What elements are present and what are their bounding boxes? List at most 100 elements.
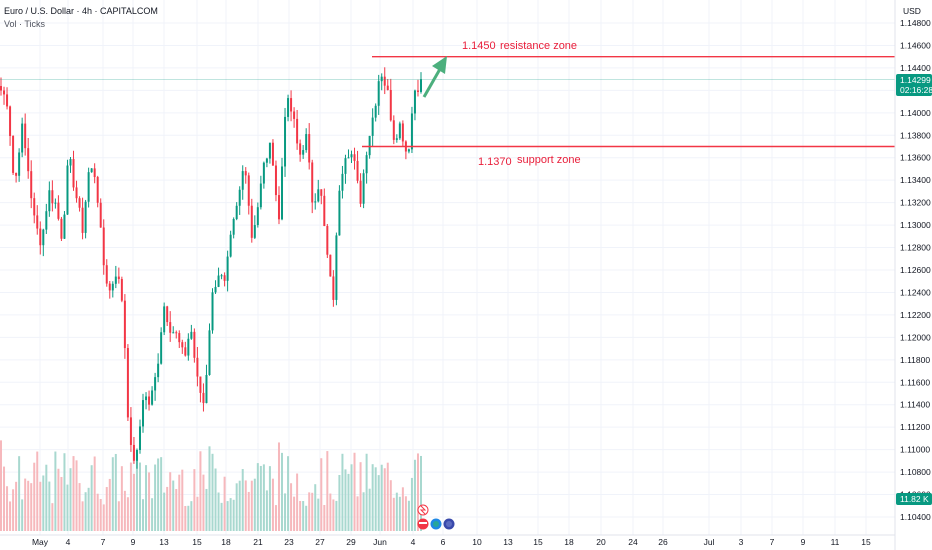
volume-bar bbox=[326, 451, 329, 531]
candles[interactable] bbox=[0, 67, 422, 469]
candle-body bbox=[0, 86, 2, 91]
price-tick-label: 1.14400 bbox=[900, 63, 931, 73]
volume-bar bbox=[214, 468, 217, 531]
time-tick-label: 13 bbox=[503, 537, 513, 547]
volume-bar bbox=[220, 502, 223, 531]
volume-bar bbox=[320, 458, 323, 531]
support-zone-label: support zone bbox=[517, 154, 581, 166]
candle-body bbox=[407, 149, 410, 152]
volume-bar bbox=[305, 505, 308, 531]
candle-body bbox=[12, 135, 15, 173]
time-tick-label: 15 bbox=[861, 537, 871, 547]
candle-body bbox=[374, 105, 377, 118]
candle-body bbox=[196, 357, 199, 377]
candle-body bbox=[320, 189, 323, 196]
candle-body bbox=[169, 322, 172, 333]
candle-body bbox=[87, 172, 90, 202]
candle-body bbox=[398, 123, 401, 139]
volume-bar bbox=[199, 451, 202, 531]
candle-body bbox=[96, 177, 99, 203]
volume-bar bbox=[338, 474, 341, 531]
time-tick-label: 20 bbox=[596, 537, 606, 547]
price-tick-label: 1.11000 bbox=[900, 445, 930, 455]
volume-bar bbox=[87, 487, 90, 531]
volume-bar bbox=[284, 493, 287, 531]
volume-bar bbox=[120, 466, 123, 531]
price-tick-label: 1.13000 bbox=[900, 220, 931, 230]
candle-body bbox=[99, 202, 102, 228]
time-tick-label: 3 bbox=[739, 537, 744, 547]
volume-bar bbox=[410, 477, 413, 531]
time-tick-label: 26 bbox=[658, 537, 668, 547]
candle-body bbox=[123, 300, 126, 349]
last-price-badge: 1.14299 02:16:28 bbox=[896, 74, 932, 96]
volume-bar bbox=[42, 475, 45, 531]
candle-body bbox=[365, 155, 368, 174]
candle-body bbox=[299, 143, 302, 155]
candle-body bbox=[129, 417, 132, 445]
candle-body bbox=[117, 276, 120, 280]
time-tick-label: 9 bbox=[801, 537, 806, 547]
candle-body bbox=[410, 113, 413, 150]
resistance-price-label: 1.1450 bbox=[462, 40, 496, 52]
candle-body bbox=[326, 226, 329, 255]
volume-bar bbox=[3, 466, 6, 531]
price-tick-label: 1.13400 bbox=[900, 175, 931, 185]
volume-bar bbox=[48, 481, 51, 531]
price-tick-label: 1.14000 bbox=[900, 108, 931, 118]
projection-arrow bbox=[422, 56, 447, 98]
volume-bar bbox=[33, 462, 36, 531]
candle-body bbox=[259, 183, 262, 208]
volume-bar bbox=[350, 464, 353, 531]
volume-bar bbox=[196, 496, 199, 531]
time-axis[interactable]: May 4 7 9 13 15 18 21 23 27 29 Jun 4 6 10 13 15 18 20 24 26 J… bbox=[32, 537, 871, 547]
volume-bar bbox=[175, 489, 178, 531]
price-tick-label: 1.13200 bbox=[900, 198, 931, 208]
volume-bar bbox=[383, 468, 386, 531]
candle-body bbox=[120, 279, 123, 301]
candle-body bbox=[235, 205, 238, 220]
candle-body bbox=[371, 117, 374, 136]
time-tick-label: 4 bbox=[411, 537, 416, 547]
volume-bar bbox=[287, 456, 290, 531]
volume-bar bbox=[181, 469, 184, 531]
price-tick-label: 1.11600 bbox=[900, 377, 930, 387]
candle-body bbox=[199, 376, 202, 393]
volume-bar bbox=[241, 469, 244, 531]
time-tick-label: 11 bbox=[831, 537, 840, 547]
volume-bar bbox=[151, 498, 154, 531]
candle-body bbox=[296, 118, 299, 144]
volume-bar bbox=[256, 463, 259, 531]
candle-body bbox=[154, 377, 157, 391]
volume-bar bbox=[172, 480, 175, 531]
volume-bar bbox=[359, 462, 362, 531]
time-tick-label: 27 bbox=[315, 537, 325, 547]
candle-body bbox=[126, 348, 129, 418]
volume-bar bbox=[108, 478, 111, 531]
candle-body bbox=[262, 162, 265, 184]
event-icons[interactable] bbox=[417, 504, 455, 530]
candle-body bbox=[172, 332, 175, 334]
volume-bar bbox=[217, 492, 220, 531]
price-tick-label: 1.11400 bbox=[900, 400, 930, 410]
volume-bar bbox=[398, 496, 401, 531]
time-tick-label: 13 bbox=[159, 537, 169, 547]
candle-body bbox=[268, 142, 271, 159]
volume-bar bbox=[362, 492, 365, 531]
grid bbox=[0, 0, 895, 535]
volume-bar bbox=[148, 472, 151, 531]
volume-bar bbox=[90, 465, 93, 531]
volume-bar bbox=[401, 487, 404, 531]
candle-body bbox=[181, 342, 184, 348]
candle-body bbox=[238, 189, 241, 206]
volume-bar bbox=[166, 486, 169, 531]
volume-bar bbox=[311, 492, 314, 531]
volume-bar bbox=[371, 464, 374, 531]
candle-body bbox=[229, 234, 232, 257]
candle-body bbox=[223, 275, 226, 281]
volume-bar bbox=[226, 501, 229, 531]
candle-body bbox=[232, 219, 235, 235]
time-tick-label: 15 bbox=[533, 537, 543, 547]
candle-body bbox=[190, 331, 193, 339]
